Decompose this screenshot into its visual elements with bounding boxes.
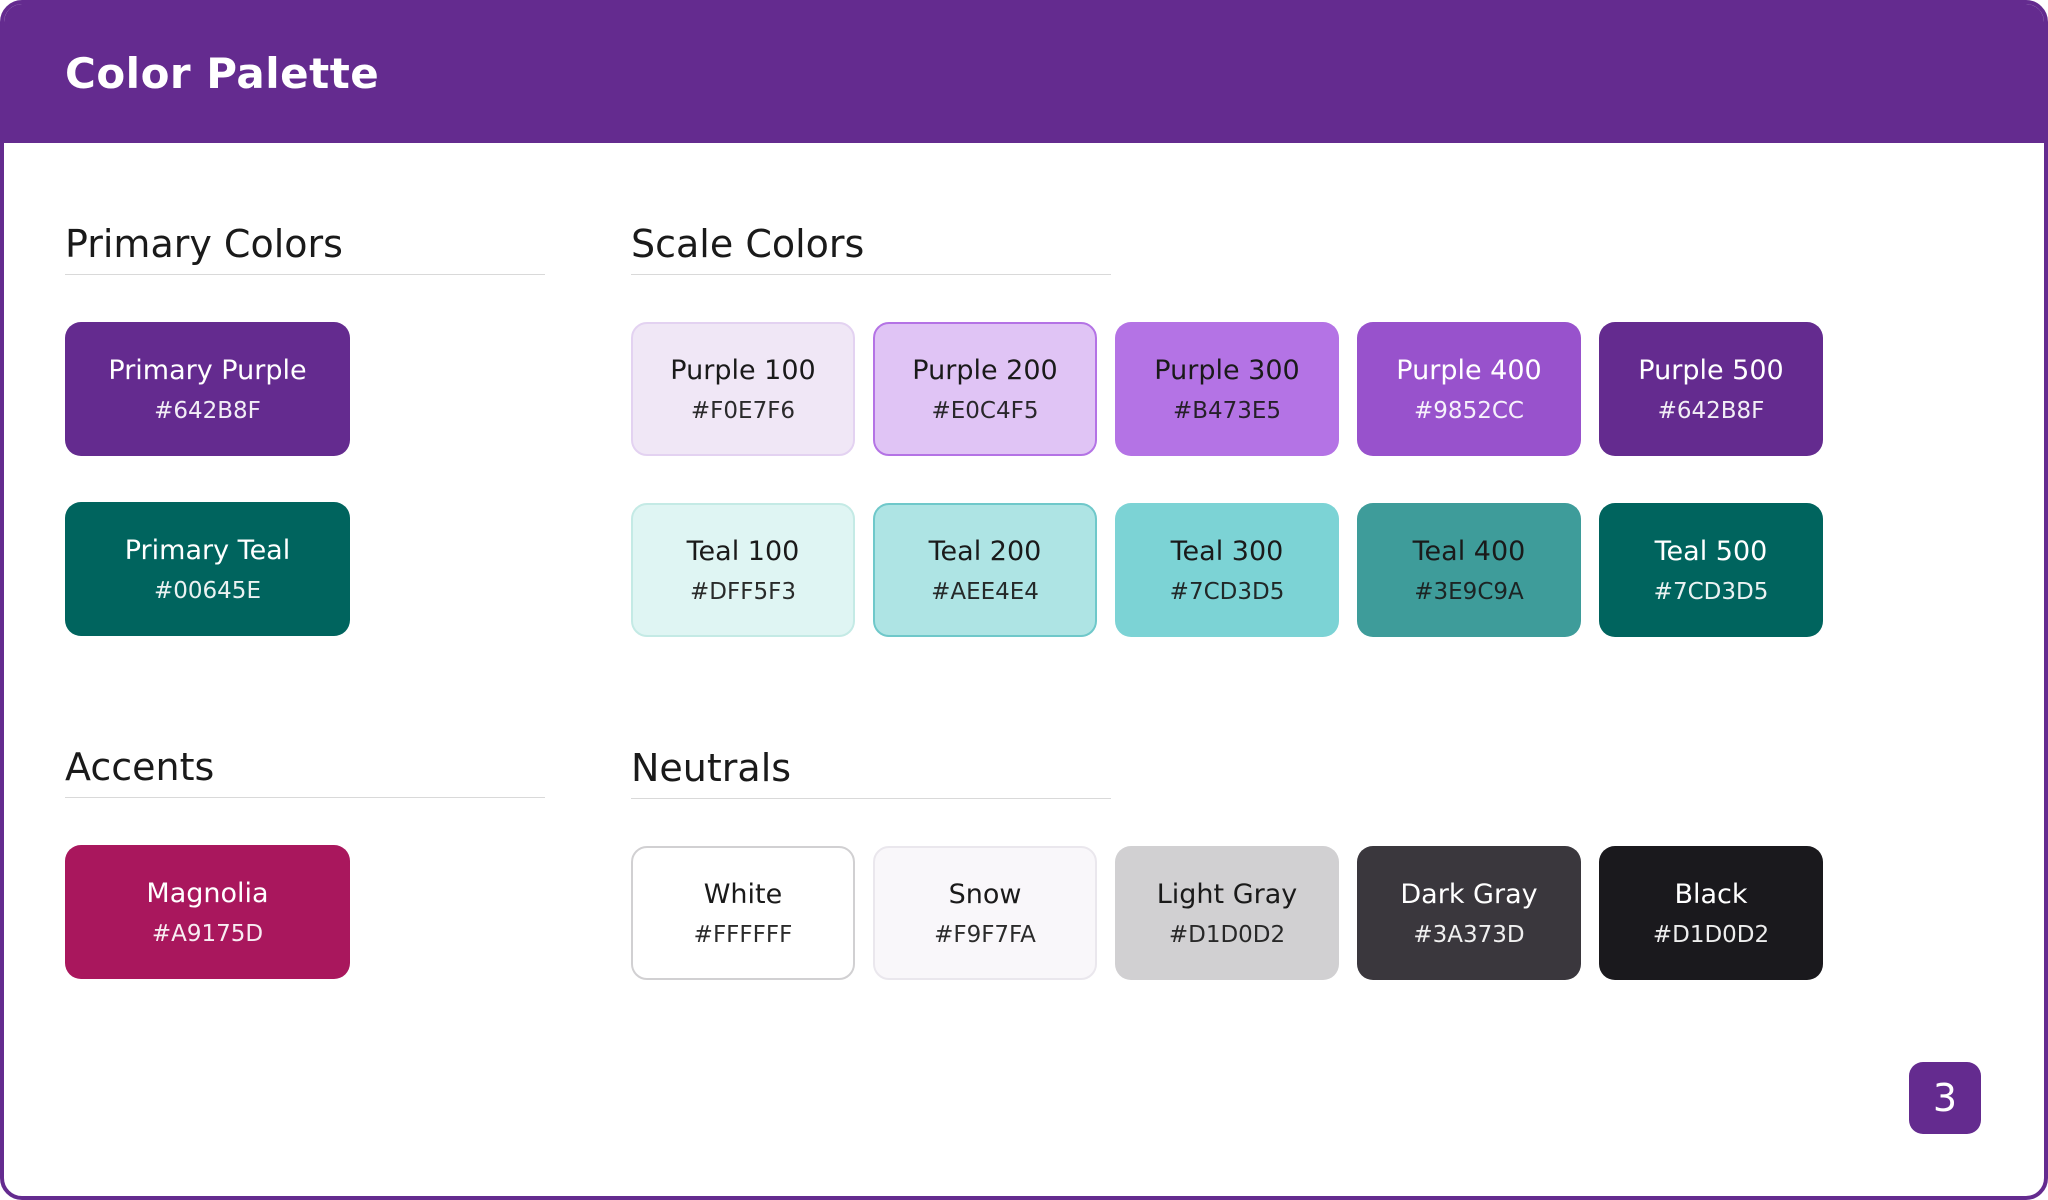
accent-swatch-stack: Magnolia #A9175D <box>65 845 350 979</box>
page-title: Color Palette <box>65 49 380 98</box>
swatch-name: Snow <box>948 878 1022 910</box>
swatch-name: Teal 300 <box>1170 535 1284 567</box>
swatch-hex: #B473E5 <box>1172 397 1282 424</box>
swatch-name: Teal 500 <box>1654 535 1768 567</box>
swatch-hex: #F0E7F6 <box>690 397 796 424</box>
right-column: Scale Colors Purple 100 #F0E7F6 Purple 2… <box>631 222 1823 980</box>
swatch-name: Purple 200 <box>912 354 1058 386</box>
color-swatch-purple-300: Purple 300 #B473E5 <box>1115 322 1339 456</box>
swatch-name: Light Gray <box>1156 878 1298 910</box>
swatch-name: Primary Teal <box>124 534 291 566</box>
swatch-hex: #E0C4F5 <box>931 397 1039 424</box>
section-heading-neutrals: Neutrals <box>631 746 1111 799</box>
swatch-hex: #DFF5F3 <box>690 578 796 605</box>
swatch-hex: #7CD3D5 <box>1169 578 1285 605</box>
section-heading-primary-colors: Primary Colors <box>65 222 545 275</box>
section-heading-scale-colors: Scale Colors <box>631 222 1111 275</box>
swatch-hex: #7CD3D5 <box>1653 578 1769 605</box>
swatch-hex: #3E9C9A <box>1414 578 1524 605</box>
swatch-hex: #642B8F <box>1657 397 1765 424</box>
swatch-hex: #9852CC <box>1414 397 1524 424</box>
color-swatch-teal-200: Teal 200 #AEE4E4 <box>873 503 1097 637</box>
swatch-name: Purple 300 <box>1154 354 1300 386</box>
color-swatch-magnolia: Magnolia #A9175D <box>65 845 350 979</box>
swatch-hex: #3A373D <box>1413 921 1525 948</box>
color-swatch-teal-500: Teal 500 #7CD3D5 <box>1599 503 1823 637</box>
section-accents: Accents Magnolia #A9175D <box>65 745 545 979</box>
section-scale-colors: Scale Colors Purple 100 #F0E7F6 Purple 2… <box>631 222 1823 637</box>
swatch-name: Teal 400 <box>1412 535 1526 567</box>
swatch-hex: #F9F7FA <box>934 921 1036 948</box>
swatch-name: Teal 100 <box>686 535 800 567</box>
swatch-name: Black <box>1674 878 1748 910</box>
color-swatch-purple-200: Purple 200 #E0C4F5 <box>873 322 1097 456</box>
color-swatch-primary-purple: Primary Purple #642B8F <box>65 322 350 456</box>
color-swatch-dark-gray: Dark Gray #3A373D <box>1357 846 1581 980</box>
swatch-hex: #FFFFFF <box>693 921 793 948</box>
swatch-name: Magnolia <box>146 877 269 909</box>
color-swatch-black: Black #D1D0D2 <box>1599 846 1823 980</box>
page-number-badge[interactable]: 3 <box>1909 1062 1981 1134</box>
neutrals-swatch-grid: White #FFFFFF Snow #F9F7FA Light Gray #D… <box>631 846 1823 980</box>
section-neutrals: Neutrals White #FFFFFF Snow #F9F7FA Ligh… <box>631 746 1823 980</box>
swatch-hex: #642B8F <box>154 397 261 424</box>
swatch-hex: #A9175D <box>151 920 264 947</box>
swatch-name: White <box>703 878 783 910</box>
color-swatch-light-gray: Light Gray #D1D0D2 <box>1115 846 1339 980</box>
color-swatch-teal-400: Teal 400 #3E9C9A <box>1357 503 1581 637</box>
color-swatch-teal-300: Teal 300 #7CD3D5 <box>1115 503 1339 637</box>
left-column: Primary Colors Primary Purple #642B8F Pr… <box>65 222 545 979</box>
color-swatch-teal-100: Teal 100 #DFF5F3 <box>631 503 855 637</box>
color-swatch-purple-100: Purple 100 #F0E7F6 <box>631 322 855 456</box>
swatch-hex: #D1D0D2 <box>1652 921 1770 948</box>
color-swatch-white: White #FFFFFF <box>631 846 855 980</box>
color-swatch-purple-400: Purple 400 #9852CC <box>1357 322 1581 456</box>
app-header: Color Palette <box>4 4 2044 143</box>
swatch-hex: #D1D0D2 <box>1168 921 1286 948</box>
swatch-name: Purple 500 <box>1638 354 1784 386</box>
section-primary-colors: Primary Colors Primary Purple #642B8F Pr… <box>65 222 545 636</box>
scale-swatch-grid: Purple 100 #F0E7F6 Purple 200 #E0C4F5 Pu… <box>631 322 1823 637</box>
color-swatch-snow: Snow #F9F7FA <box>873 846 1097 980</box>
color-swatch-purple-500: Purple 500 #642B8F <box>1599 322 1823 456</box>
swatch-name: Purple 400 <box>1396 354 1542 386</box>
swatch-name: Primary Purple <box>108 354 307 386</box>
swatch-name: Dark Gray <box>1400 878 1538 910</box>
color-swatch-primary-teal: Primary Teal #00645E <box>65 502 350 636</box>
swatch-hex: #00645E <box>154 577 261 604</box>
swatch-name: Teal 200 <box>928 535 1042 567</box>
content-area: Primary Colors Primary Purple #642B8F Pr… <box>4 143 2044 980</box>
section-heading-accents: Accents <box>65 745 545 798</box>
swatch-name: Purple 100 <box>670 354 816 386</box>
primary-swatch-stack: Primary Purple #642B8F Primary Teal #006… <box>65 322 350 636</box>
swatch-hex: #AEE4E4 <box>931 578 1039 605</box>
